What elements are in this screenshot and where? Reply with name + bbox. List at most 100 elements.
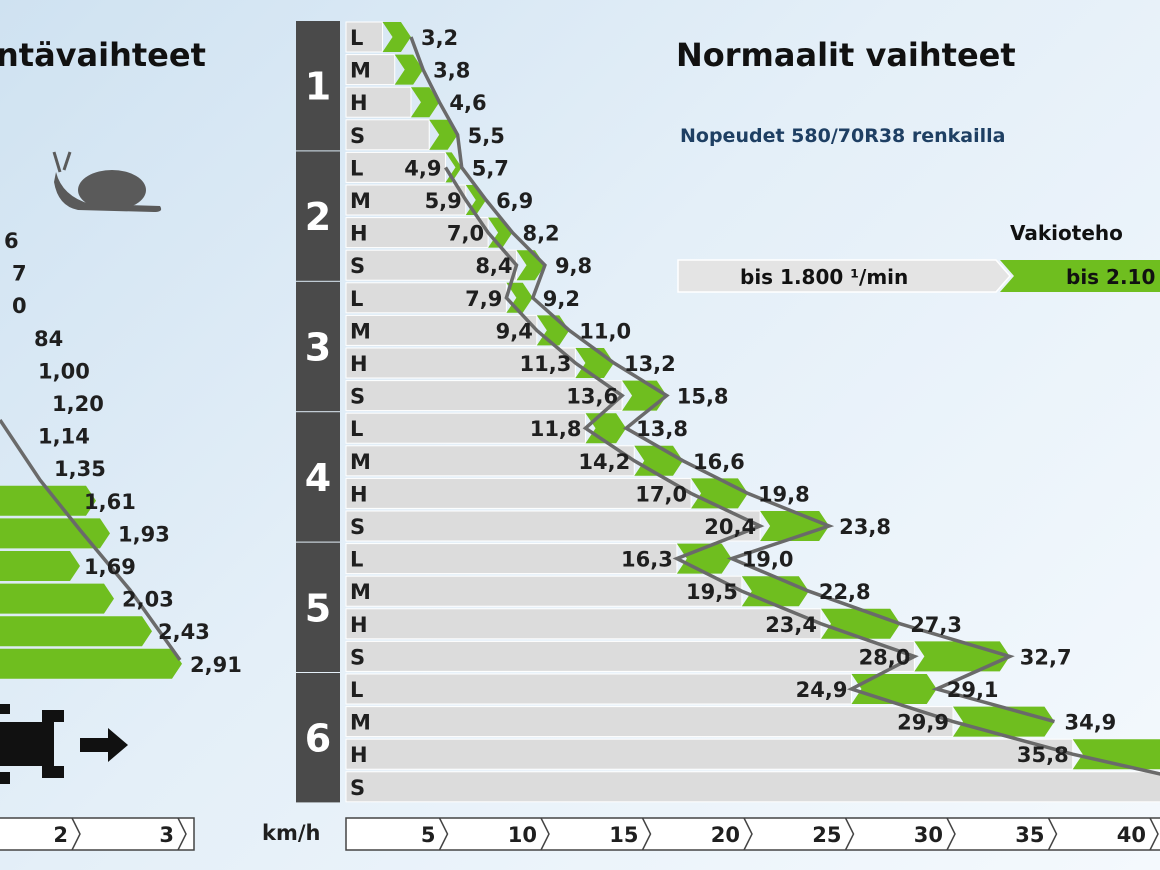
bar-green-1M <box>394 54 424 85</box>
left-curve <box>0 419 182 662</box>
high-label-5L: 19,0 <box>742 548 794 572</box>
left-value-4: 1,00 <box>38 359 90 383</box>
x-axis-bar <box>345 817 1160 851</box>
high-label-2S: 9,8 <box>555 254 592 278</box>
bar-grey-6L <box>345 673 852 705</box>
low-label-5M: 19,5 <box>686 580 738 604</box>
x-tick-label-15: 15 <box>609 823 638 847</box>
left-value-2: 0 <box>12 294 27 318</box>
gear-block-5 <box>296 542 340 672</box>
low-label-4M: 14,2 <box>578 450 630 474</box>
low-label-5L: 16,3 <box>621 548 673 572</box>
speed-curves <box>409 36 1160 776</box>
bar-grey-2L <box>345 151 446 183</box>
low-label-4L: 11,8 <box>530 417 582 441</box>
high-label-2L: 5,7 <box>472 156 509 180</box>
low-label-2H: 7,0 <box>447 222 484 246</box>
high-label-3L: 9,2 <box>543 287 580 311</box>
gear-label-3: 3 <box>305 326 331 370</box>
left-bars <box>0 419 182 679</box>
high-label-4S: 23,8 <box>839 515 891 539</box>
bar-green-4L <box>585 413 627 444</box>
x-tick-mark-10 <box>540 817 550 851</box>
high-label-6L: 29,1 <box>947 678 999 702</box>
high-label-2M: 6,9 <box>496 189 533 213</box>
gear-block-6 <box>296 673 340 803</box>
bar-green-3S <box>622 380 667 411</box>
bar-green-5M <box>741 576 809 607</box>
chart-labels: L 3,2 M 3,8 H 4,6 S 5,5 L 4,9 5,7 M 5,9 6,9 H 7,0 8,2 S 8,… <box>350 26 1116 800</box>
low-label-3L: 7,9 <box>465 287 502 311</box>
left-bar-green-12 <box>0 616 152 647</box>
bar-green-2H <box>488 217 513 248</box>
low-label-4S: 20,4 <box>704 515 756 539</box>
gear-label-1: 1 <box>305 65 331 109</box>
x-tick-mark-25 <box>844 817 855 851</box>
bar-green-4H <box>691 478 748 509</box>
high-label-6M: 34,9 <box>1064 711 1116 735</box>
low-label-6L: 24,9 <box>796 678 848 702</box>
low-label-4H: 17,0 <box>635 482 687 506</box>
x-axis: km/h 5 10 15 20 25 30 35 40 <box>262 817 1160 851</box>
legend-grey-swatch <box>677 259 1011 293</box>
range-letter-4S: S <box>350 515 365 539</box>
left-value-7: 1,35 <box>54 457 106 481</box>
bar-green-3H <box>575 348 614 378</box>
bar-grey-3M <box>345 314 538 346</box>
legend-title: Vakioteho <box>1010 221 1123 245</box>
low-label-5H: 23,4 <box>765 613 817 637</box>
high-speed-curve <box>409 36 1055 724</box>
bar-grey-1H <box>345 86 412 118</box>
bar-grey-4M <box>345 445 635 477</box>
left-value-13: 2,91 <box>190 653 242 677</box>
left-tick-label-2: 2 <box>53 823 68 847</box>
range-letter-6H: H <box>350 743 368 767</box>
x-tick-mark-35 <box>1047 817 1058 851</box>
high-label-3M: 11,0 <box>579 319 631 343</box>
gear-block-4 <box>296 412 340 542</box>
legend-grey-label: bis 1.800 ¹/min <box>740 265 908 289</box>
x-tick-label-35: 35 <box>1015 823 1044 847</box>
gear-block-2 <box>296 151 340 281</box>
left-tick-mark-3 <box>177 817 187 851</box>
bar-green-6H <box>1072 739 1160 770</box>
left-bar-green-11 <box>0 583 114 614</box>
bar-grey-5S <box>345 640 915 672</box>
low-label-6H: 35,8 <box>1017 743 1069 767</box>
range-letter-3H: H <box>350 352 368 376</box>
bar-grey-5H <box>345 608 822 640</box>
high-label-4H: 19,8 <box>758 482 810 506</box>
legend-green-swatch <box>1000 260 1160 292</box>
left-bar-green-9 <box>0 518 110 549</box>
x-tick-label-40: 40 <box>1117 823 1146 847</box>
left-bar-green-13 <box>0 648 182 679</box>
bar-grey-3H <box>345 347 576 379</box>
left-tick-mark-2 <box>71 817 81 851</box>
bar-grey-6H <box>345 738 1074 770</box>
gear-label-4: 4 <box>305 456 331 500</box>
high-label-1H: 4,6 <box>449 91 486 115</box>
range-letter-2S: S <box>350 254 365 278</box>
x-tick-label-20: 20 <box>711 823 740 847</box>
x-tick-label-30: 30 <box>914 823 943 847</box>
left-value-8: 1,61 <box>84 490 136 514</box>
low-label-3M: 9,4 <box>496 319 533 343</box>
bar-green-6L <box>851 674 937 704</box>
high-label-5S: 32,7 <box>1020 645 1072 669</box>
page-title: Normaalit vaihteet <box>676 36 1016 74</box>
high-label-1M: 3,8 <box>433 59 470 83</box>
x-tick-label-10: 10 <box>508 823 537 847</box>
bar-grey-6M <box>345 706 954 738</box>
bar-green-1S <box>429 119 458 150</box>
bar-green-2L <box>445 152 462 183</box>
low-label-3H: 11,3 <box>520 352 572 376</box>
high-label-5M: 22,8 <box>819 580 871 604</box>
range-letter-4M: M <box>350 450 371 474</box>
range-letter-3S: S <box>350 385 365 409</box>
low-label-3S: 13,6 <box>566 385 618 409</box>
left-bar-green-10 <box>0 551 80 581</box>
range-letter-2M: M <box>350 189 371 213</box>
